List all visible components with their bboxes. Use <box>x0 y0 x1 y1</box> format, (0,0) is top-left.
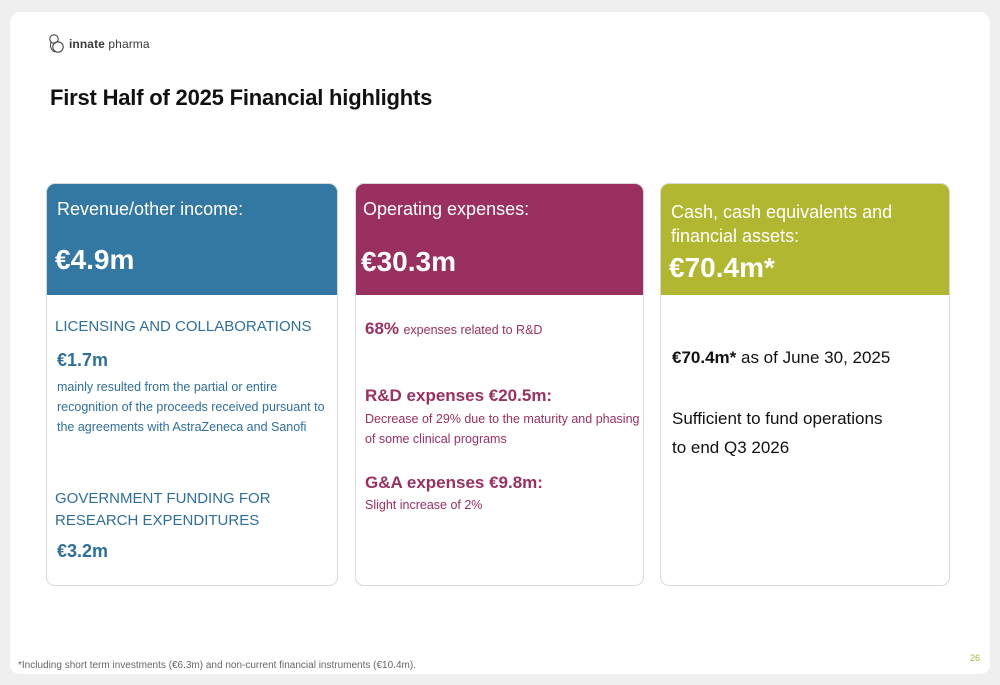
government-funding-amount: €3.2m <box>57 541 109 561</box>
rd-share-value: 68% <box>365 319 400 338</box>
company-logo: innate pharma <box>48 33 150 55</box>
cash-card: Cash, cash equivalents and financial ass… <box>660 183 950 586</box>
operating-expenses-label: Operating expenses: <box>363 199 530 219</box>
cash-detail-value: €70.4m* <box>672 348 737 367</box>
cash-card-header: Cash, cash equivalents and financial ass… <box>661 184 949 295</box>
licensing-description: mainly resulted from the partial or enti… <box>57 380 325 434</box>
footnote: *Including short term investments (€6.3m… <box>18 660 416 671</box>
logo-text: innate pharma <box>69 37 150 51</box>
rd-expenses-description: Decrease of 29% due to the maturity and … <box>365 412 640 446</box>
ga-expenses-heading: G&A expenses €9.8m: <box>365 473 543 492</box>
revenue-card-header: Revenue/other income: €4.9m <box>47 184 337 295</box>
ga-expenses-description: Slight increase of 2% <box>365 498 483 512</box>
revenue-card: Revenue/other income: €4.9m LICENSING AN… <box>46 183 338 586</box>
cash-detail-text: as of June 30, 2025 <box>736 348 891 367</box>
page-title: First Half of 2025 Financial highlights <box>50 85 433 110</box>
rd-share-line: 68% expenses related to R&D <box>365 319 542 339</box>
operating-expenses-amount: €30.3m <box>361 246 456 277</box>
cash-as-of-line: €70.4m* as of June 30, 2025 <box>672 348 890 368</box>
cash-label: Cash, cash equivalents and financial ass… <box>671 202 893 246</box>
licensing-amount: €1.7m <box>57 350 109 370</box>
revenue-label: Revenue/other income: <box>57 199 244 219</box>
revenue-amount: €4.9m <box>55 244 135 275</box>
rd-share-text: expenses related to R&D <box>403 323 543 337</box>
rd-expenses-heading: R&D expenses €20.5m: <box>365 386 553 405</box>
logo-mark-icon <box>49 34 64 53</box>
licensing-heading: LICENSING AND COLLABORATIONS <box>55 318 312 335</box>
cash-runway-text: Sufficient to fund operations to end Q3 … <box>672 409 883 457</box>
government-funding-heading: GOVERNMENT FUNDING FOR RESEARCH EXPENDIT… <box>55 490 271 529</box>
operating-expenses-card-header: Operating expenses: €30.3m <box>356 184 643 295</box>
operating-expenses-card: Operating expenses: €30.3m 68% expenses … <box>355 183 644 586</box>
cash-amount: €70.4m* <box>669 252 775 283</box>
page-number: 26 <box>970 653 981 663</box>
